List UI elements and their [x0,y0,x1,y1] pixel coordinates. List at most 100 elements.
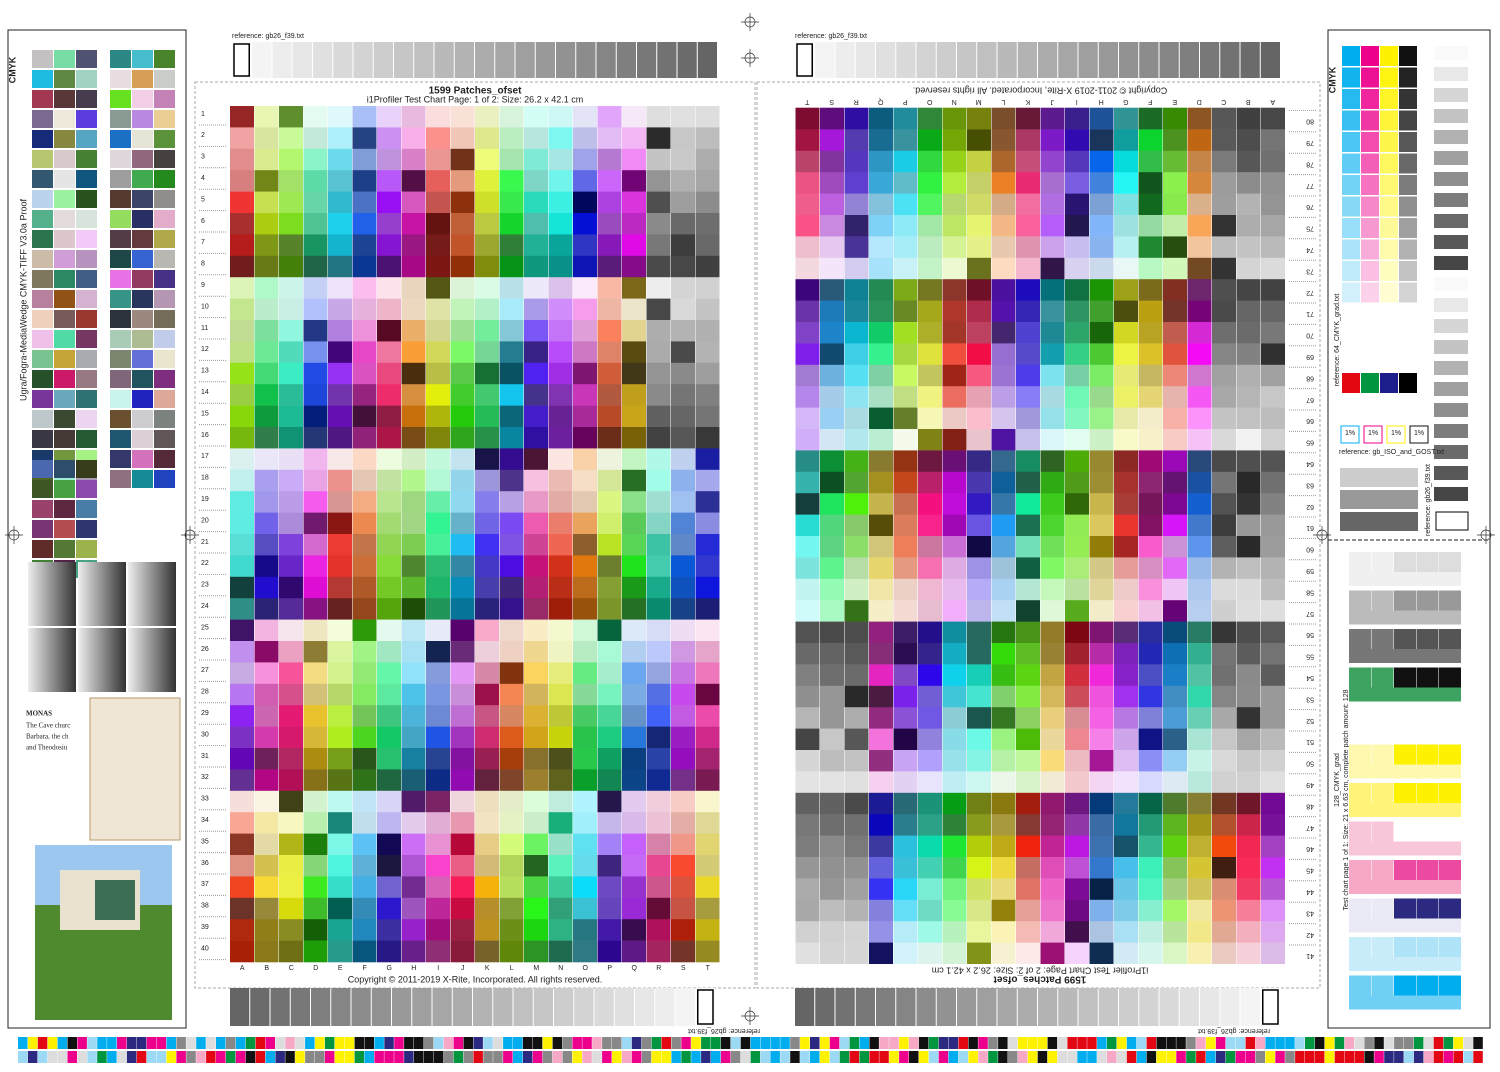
control-patch [1186,1037,1196,1049]
patch [328,191,352,214]
patch [1212,706,1236,729]
patch [671,576,695,599]
patch [230,491,254,513]
patch [328,919,352,941]
grad-strip [1349,764,1461,779]
patch [230,598,254,620]
patch [499,491,524,513]
patch [303,748,328,770]
grad-patch [1380,196,1398,217]
patch [844,728,869,750]
patch [279,491,303,513]
patch [426,897,450,920]
patch [328,127,352,150]
wedge-patch [154,190,175,208]
patch [1089,129,1114,151]
gray-step [795,988,815,1026]
patch [548,491,573,513]
patch [352,748,377,770]
photo [128,628,176,692]
column-label: H [411,965,416,972]
patch [893,749,918,772]
grad-patch [1399,67,1417,88]
patch [499,790,524,813]
patch [1138,771,1163,793]
control-patch [621,1037,632,1049]
patch [1212,364,1236,387]
row-label: 67 [1306,396,1314,403]
patch [303,469,328,492]
control-patch [938,1051,949,1063]
patch [597,127,622,150]
patch [1114,621,1138,643]
grad-patch [1361,218,1379,238]
patch [401,384,426,406]
patch [328,940,352,963]
wedge-patch [54,500,75,518]
wedge-patch [54,290,75,308]
patch [279,705,303,727]
control-patch [1384,1037,1394,1049]
patch [1187,878,1212,900]
patch [671,491,695,513]
control-patch [1463,1051,1473,1063]
patch [573,812,597,834]
control-patch [404,1037,414,1049]
patch [967,813,991,836]
patch [426,641,450,663]
patch [695,298,720,321]
patch [1016,171,1040,194]
patch [646,320,671,342]
patch [450,512,475,535]
control-patch [641,1051,652,1063]
patch [328,106,352,128]
control-patch [968,1051,978,1063]
patch [1016,599,1040,622]
gray-step [230,988,250,1026]
patch [1187,150,1212,173]
patch [1114,728,1138,750]
control-patch [552,1037,563,1049]
patch [450,812,475,834]
control-patch [1166,1051,1176,1063]
control-patch [473,1037,483,1049]
patch [230,191,254,214]
patch [1212,664,1236,686]
control-patch [97,1051,107,1063]
column-label: R [854,98,859,105]
patch [303,405,328,428]
wedge-patch [154,150,175,168]
wedge-patch [154,350,175,368]
patch [1138,856,1163,879]
row-label: 59 [1306,567,1314,574]
patch [820,535,844,558]
control-patch [631,1051,642,1063]
gray-step [1434,109,1468,123]
control-patch [849,1051,860,1063]
patch [646,705,671,727]
row-label: 31 [201,753,209,760]
patch [254,855,279,877]
grad-patch [1394,783,1416,803]
grad-patch [1399,282,1417,303]
patch [1261,557,1285,579]
wedge-patch [76,130,97,148]
grad-patch [1399,239,1417,260]
illustration [89,697,181,841]
control-patch [374,1051,384,1063]
patch [597,641,622,663]
patch [942,642,967,665]
patch [844,193,869,215]
patch [450,940,475,963]
patch [1040,557,1065,579]
patch [328,855,352,877]
patch [1065,706,1089,729]
patch [893,685,918,708]
patch [573,705,597,727]
gray-step [493,988,513,1026]
patch [548,234,573,257]
patch [401,855,426,877]
patch [475,148,499,171]
patch [1065,407,1089,429]
control-patch [1067,1051,1077,1063]
